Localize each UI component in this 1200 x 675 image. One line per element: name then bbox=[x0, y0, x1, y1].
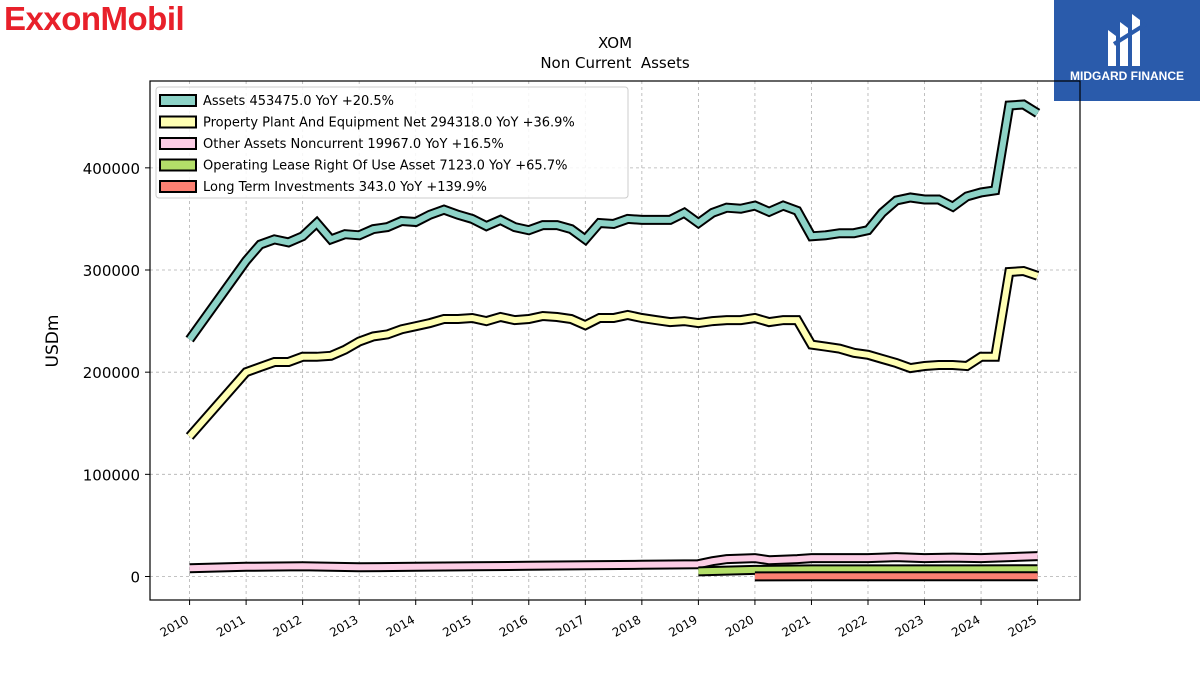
legend-swatch bbox=[159, 94, 197, 107]
legend-label: Property Plant And Equipment Net 294318.… bbox=[203, 116, 575, 131]
y-tick-label: 200000 bbox=[83, 364, 140, 382]
legend: Assets 453475.0 YoY +20.5% Property Plant… bbox=[155, 86, 629, 199]
legend-label: Other Assets Noncurrent 19967.0 YoY +16.… bbox=[203, 137, 504, 152]
legend-swatch bbox=[159, 158, 197, 172]
x-tick-label: 2014 bbox=[384, 612, 417, 639]
legend-label: Assets 453475.0 YoY +20.5% bbox=[203, 94, 394, 109]
series-layer bbox=[185, 99, 1041, 582]
legend-swatch bbox=[159, 180, 197, 193]
x-tick-label: 2015 bbox=[440, 612, 473, 639]
series-line-3 bbox=[698, 566, 1038, 575]
legend-label: Operating Lease Right Of Use Asset 7123.… bbox=[203, 159, 567, 174]
x-tick-label: 2022 bbox=[836, 612, 869, 639]
x-tick-label: 2018 bbox=[610, 612, 643, 639]
y-tick-label: 300000 bbox=[83, 262, 140, 280]
x-tick-label: 2019 bbox=[666, 612, 699, 639]
plot-frame bbox=[149, 80, 1081, 601]
x-tick-label: 2012 bbox=[271, 612, 304, 639]
y-axis-label: USDm bbox=[43, 315, 63, 368]
x-tick-label: 2011 bbox=[214, 612, 247, 639]
series-outline-1 bbox=[185, 265, 1040, 440]
legend-swatch bbox=[159, 115, 197, 129]
x-tick-label: 2010 bbox=[158, 612, 191, 639]
chart-title: XOM bbox=[598, 34, 632, 52]
midgard-logo-icon bbox=[1108, 14, 1148, 66]
legend-box bbox=[155, 86, 629, 199]
x-tick-label: 2023 bbox=[893, 612, 926, 639]
legend-swatch bbox=[159, 137, 197, 150]
midgard-finance-label: MIDGARD FINANCE bbox=[1070, 69, 1184, 83]
x-tick-label: 2013 bbox=[327, 612, 360, 639]
series-line-1 bbox=[187, 267, 1039, 439]
y-tick-label: 400000 bbox=[83, 160, 140, 178]
series-line-0 bbox=[187, 101, 1040, 342]
exxonmobil-logo: ExxonMobil bbox=[4, 0, 185, 37]
midgard-finance-logo: MIDGARD FINANCE bbox=[1054, 0, 1200, 101]
legend-label: Long Term Investments 343.0 YoY +139.9% bbox=[203, 180, 487, 195]
x-tick-label: 2017 bbox=[553, 612, 586, 639]
x-tick-label: 2024 bbox=[949, 612, 982, 639]
y-tick-label: 100000 bbox=[83, 466, 140, 484]
x-tick-label: 2020 bbox=[723, 612, 756, 639]
y-tick-label: 0 bbox=[130, 569, 140, 587]
x-tick-label: 2025 bbox=[1006, 612, 1039, 639]
x-tick-label: 2016 bbox=[497, 612, 530, 639]
series-line-2 bbox=[189, 553, 1038, 572]
chart-subtitle: Non Current Assets bbox=[540, 54, 690, 72]
x-tick-label: 2021 bbox=[780, 612, 813, 639]
